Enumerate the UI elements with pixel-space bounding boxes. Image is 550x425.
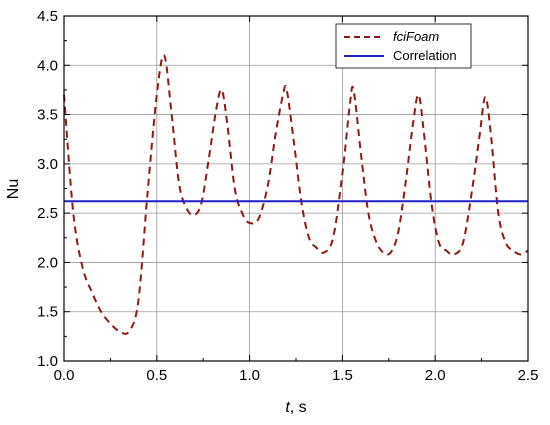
x-tick-label: 0.0: [54, 367, 75, 384]
y-axis-title: Nu: [5, 179, 22, 199]
x-tick-label: 2.0: [425, 367, 446, 384]
y-tick-label: 4.5: [37, 8, 58, 25]
x-tick-label: 1.0: [239, 367, 260, 384]
legend-label-correlation: Correlation: [393, 48, 457, 63]
y-tick-label: 3.0: [37, 156, 58, 173]
x-tick-label: 1.5: [332, 367, 353, 384]
x-axis-title-var: t: [285, 399, 290, 416]
y-tick-label: 1.0: [37, 353, 58, 370]
x-tick-label: 2.5: [518, 367, 539, 384]
series-layer: [63, 54, 529, 335]
y-tick-label: 2.5: [37, 205, 58, 222]
y-tick-label: 1.5: [37, 304, 58, 321]
y-tick-label: 2.0: [37, 254, 58, 271]
y-tick-label: 3.5: [37, 107, 58, 124]
plot-area: [64, 16, 528, 361]
series-line-fcifoam: [63, 54, 529, 335]
legend-box: [335, 23, 472, 69]
x-axis-title-unit: , s: [290, 399, 307, 416]
legend: fciFoam Correlation: [335, 23, 472, 69]
y-tick-label: 4.0: [37, 57, 58, 74]
x-axis-title: t, s: [285, 399, 306, 416]
x-tick-label: 0.5: [146, 367, 167, 384]
ticks: [63, 15, 529, 362]
legend-label-fcifoam: fciFoam: [393, 29, 439, 44]
tick-labels: 0.0 0.5 1.0 1.5 2.0 2.5 1.0 1.5 2.0 2.5 3.0 3.5 4.0 4…: [37, 8, 538, 384]
